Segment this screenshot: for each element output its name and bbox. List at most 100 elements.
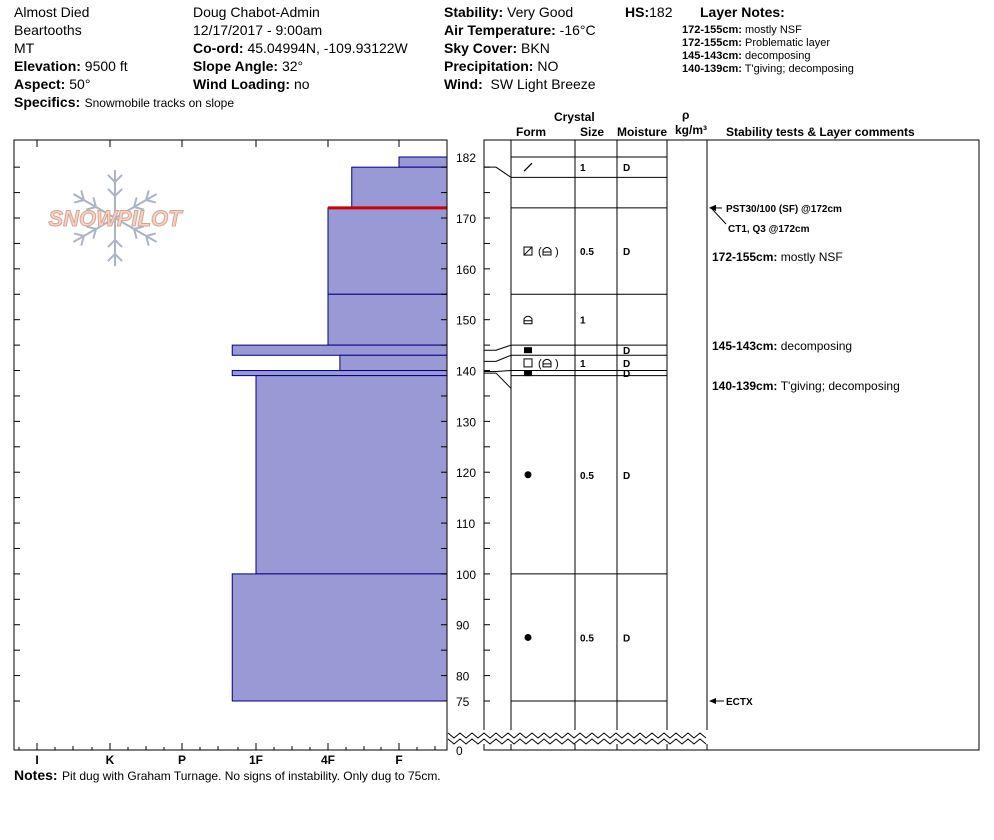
arrow-icon (709, 698, 716, 704)
stratum-connector (484, 372, 512, 389)
wind: Wind: SW Light Breeze (444, 76, 596, 92)
height-tick-label: 160 (456, 263, 476, 277)
height-tick-label: 182 (456, 151, 476, 165)
datetime: 12/17/2017 - 9:00am (193, 22, 323, 38)
chart-frame: I K P 1F 4F F 182 170 160 150 140 130 120 110 100 90 80 7… (13, 139, 490, 767)
stratum-connector (484, 344, 512, 351)
stability-test: PST30/100 (SF) @172cm (726, 204, 842, 215)
hardness-tick-label: F (395, 753, 402, 767)
aspect: Aspect: 50° (14, 76, 91, 92)
break-zigzag (447, 732, 707, 739)
snowflake-branch (145, 190, 150, 201)
hardness-layer (231, 344, 448, 356)
height-tick-label: 120 (456, 466, 476, 480)
snowflake-arm (114, 193, 158, 219)
stratum-connector (484, 370, 512, 373)
strata-table: 1 D() 0.5 D1D() 1 DD0.5 D0.5 D (447, 139, 980, 751)
layer-comment-text: mostly NSF (781, 250, 843, 264)
crystal-header: Crystal (554, 110, 595, 124)
layer-comment-range: 140-139cm: (712, 379, 781, 393)
decomposing-icon (523, 162, 533, 172)
state: MT (14, 40, 35, 56)
crystal-size: 1 (580, 163, 586, 174)
stratum-connector (484, 166, 512, 178)
test-leader (710, 207, 727, 225)
moisture: D (623, 369, 630, 380)
snowflake-branch (114, 174, 123, 183)
density-symbol: ρ (682, 108, 690, 122)
precipitation: Precipitation: NO (444, 58, 559, 74)
icon-square (523, 246, 533, 256)
faceted-depth-hoar-open-icon (523, 358, 533, 368)
snowpilot-logo: SNOWPILOT (48, 170, 184, 266)
moisture: D (623, 346, 630, 357)
sky-cover: Sky Cover: BKN (444, 40, 550, 56)
layer-note: 172-155cm: mostly NSF (682, 24, 802, 36)
observer: Doug Chabot-Admin (193, 4, 320, 20)
snowflake-branch (73, 232, 85, 237)
depth-hoar-icon (523, 315, 533, 325)
wind-loading: Wind Loading: no (193, 76, 310, 92)
snowflake-branch (145, 235, 150, 246)
hardness-tick-label: I (35, 753, 38, 767)
hardness-tick-label: 4F (321, 753, 335, 767)
layer-note: 140-139cm: T'giving; decomposing (682, 63, 854, 75)
break-mask (448, 730, 709, 744)
height-tick-label: 140 (456, 365, 476, 379)
snowflake-branch (145, 199, 157, 204)
moisture: D (623, 471, 630, 482)
crystal-size: 0.5 (580, 471, 594, 482)
height-tick-label: 130 (456, 415, 476, 429)
icon-dot (524, 471, 532, 479)
icon-stroke (523, 162, 533, 172)
height-tick-label: 110 (456, 517, 475, 531)
hardness-profile (231, 156, 448, 702)
snowflake-branch (133, 228, 138, 239)
slope-angle: Slope Angle: 32° (193, 58, 304, 74)
snowflake-branch (107, 239, 116, 248)
layer-notes-title: Layer Notes: (700, 4, 785, 20)
stability-header: Stability tests & Layer comments (726, 125, 915, 139)
hardness-tick-label: K (106, 753, 115, 767)
snowflake-branch (92, 197, 97, 208)
crystal-size: 1 (580, 359, 586, 370)
snowflake-branch (107, 253, 116, 262)
hardness-layer (339, 354, 448, 372)
height-tick-label: 170 (456, 212, 476, 226)
form-paren: ) (555, 358, 559, 370)
elevation: Elevation: 9500 ft (14, 58, 128, 74)
faceted-depth-hoar-icon (523, 246, 533, 256)
snowflake-branch (86, 206, 97, 211)
layer-comment-range: 145-143cm: (712, 339, 781, 353)
moisture: D (623, 633, 630, 644)
snowflake-branch (114, 253, 123, 262)
snowflake-branch (114, 188, 123, 197)
hardness-plot-border (13, 139, 448, 751)
hardness-tick-label: 1F (249, 753, 263, 767)
stability-tests: PST30/100 (SF) @172cm CT1, Q3 @172cm ECTX 1… (709, 204, 900, 708)
snowflake-branch (133, 197, 138, 208)
snowflake-branch (133, 225, 144, 230)
layer-note: 145-143cm: decomposing (682, 50, 811, 62)
layer-comment-range: 172-155cm: (712, 250, 781, 264)
secondary-form-icon (542, 358, 552, 368)
snowflake-branch (80, 190, 85, 201)
icon-dot (524, 633, 532, 641)
icon-block (524, 370, 532, 377)
height-tick-label: 75 (456, 695, 470, 709)
moisture-header: Moisture (617, 125, 668, 139)
air-temperature: Air Temperature: -16°C (444, 22, 596, 38)
icon-block (524, 347, 532, 354)
crust-icon (524, 347, 532, 354)
break-zigzag (447, 738, 707, 745)
height-tick-label: 90 (456, 619, 470, 633)
hardness-tick-label: P (178, 753, 186, 767)
snowflake-branch (86, 225, 97, 230)
snowflake-branch (114, 239, 123, 248)
crystal-size: 0.5 (580, 633, 594, 644)
rounded-icon (524, 471, 532, 479)
site-name: Almost Died (14, 4, 90, 20)
snowflake-arm (114, 217, 158, 243)
icon-stroke (523, 246, 533, 256)
